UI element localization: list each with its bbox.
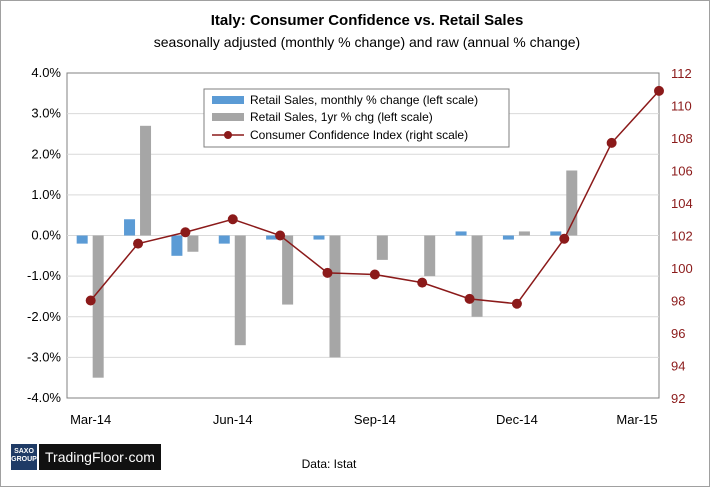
- source-note: Data: Istat: [302, 457, 357, 471]
- bar-monthly-Jun-14: [218, 235, 230, 244]
- legend-label-annual: Retail Sales, 1yr % chg (left scale): [250, 110, 433, 124]
- legend-swatch-monthly: [212, 96, 244, 104]
- bar-annual-Apr-14: [140, 125, 152, 236]
- confidence-point-Aug-14: [322, 267, 333, 278]
- chart-title: Italy: Consumer Confidence vs. Retail Sa…: [211, 12, 524, 29]
- y-right-tick-label: 104: [671, 196, 693, 211]
- confidence-point-Jun-14: [227, 214, 238, 225]
- y-right-tick-label: 110: [671, 99, 692, 114]
- y-right-tick-label: 96: [671, 326, 685, 341]
- y-right-tick-label: 102: [671, 229, 693, 244]
- confidence-point-Nov-14: [464, 293, 475, 304]
- x-tick-label: Mar-15: [616, 412, 657, 427]
- y-right-tick-label: 106: [671, 164, 693, 179]
- legend-marker-confidence: [224, 131, 232, 139]
- bar-monthly-Jul-14: [266, 235, 278, 240]
- confidence-point-Oct-14: [417, 277, 428, 288]
- bar-annual-Nov-14: [471, 235, 483, 317]
- y-right-tick-label: 94: [671, 359, 685, 374]
- y-left-tick-label: 0.0%: [31, 228, 61, 243]
- confidence-point-May-14: [180, 227, 191, 238]
- y-left-tick-label: -4.0%: [27, 390, 61, 405]
- x-tick-label: Jun-14: [213, 412, 253, 427]
- bar-monthly-Aug-14: [313, 235, 325, 240]
- bar-monthly-Nov-14: [455, 231, 467, 236]
- tradingfloor-wordmark: TradingFloor·com: [37, 444, 161, 470]
- legend-label-confidence: Consumer Confidence Index (right scale): [250, 128, 468, 142]
- bar-monthly-Mar-14: [76, 235, 88, 244]
- y-right-tick-label: 100: [671, 261, 693, 276]
- y-right-tick-label: 98: [671, 294, 685, 309]
- y-left-tick-label: 2.0%: [31, 146, 61, 161]
- legend-swatch-annual: [212, 113, 244, 121]
- y-right-tick-label: 92: [671, 391, 685, 406]
- y-left-tick-label: 1.0%: [31, 187, 61, 202]
- confidence-point-Jul-14: [275, 230, 286, 241]
- bar-annual-Jan-15: [566, 170, 578, 236]
- bar-annual-Jul-14: [282, 235, 294, 305]
- legend-label-monthly: Retail Sales, monthly % change (left sca…: [250, 93, 478, 107]
- bar-annual-Aug-14: [329, 235, 341, 358]
- bar-monthly-Apr-14: [124, 219, 136, 236]
- y-right-tick-label: 112: [671, 66, 692, 81]
- y-left-tick-label: -1.0%: [27, 268, 61, 283]
- legend-box: [203, 88, 510, 148]
- bar-annual-May-14: [187, 235, 199, 252]
- bar-annual-Mar-14: [92, 235, 104, 378]
- bar-monthly-Jan-15: [550, 231, 562, 236]
- tradingfloor-logo: SAXO GROUP TradingFloor·com: [11, 444, 161, 470]
- x-tick-label: Sep-14: [354, 412, 396, 427]
- y-left-tick-label: -2.0%: [27, 309, 61, 324]
- y-left-tick-label: 4.0%: [31, 65, 61, 80]
- x-tick-label: Dec-14: [496, 412, 538, 427]
- saxo-group-badge: SAXO GROUP: [11, 444, 37, 470]
- confidence-point-Mar-15: [654, 85, 664, 96]
- x-tick-label: Mar-14: [70, 412, 111, 427]
- saxo-badge-line2: GROUP: [11, 456, 37, 463]
- confidence-point-Sep-14: [369, 269, 380, 280]
- legend: Retail Sales, monthly % change (left sca…: [203, 88, 510, 148]
- y-left-tick-label: 3.0%: [31, 106, 61, 121]
- confidence-point-Feb-15: [606, 137, 617, 148]
- confidence-point-Mar-14: [85, 295, 96, 306]
- bar-annual-Oct-14: [424, 235, 436, 277]
- chart-subtitle: seasonally adjusted (monthly % change) a…: [154, 34, 580, 50]
- bar-annual-Sep-14: [376, 235, 388, 260]
- confidence-point-Apr-14: [133, 238, 144, 249]
- y-right-tick-label: 108: [671, 131, 693, 146]
- y-left-tick-label: -3.0%: [27, 349, 61, 364]
- bar-annual-Jun-14: [234, 235, 246, 346]
- bar-monthly-May-14: [171, 235, 183, 256]
- bar-monthly-Dec-14: [502, 235, 514, 240]
- confidence-point-Dec-14: [511, 298, 522, 309]
- confidence-point-Jan-15: [559, 233, 570, 244]
- saxo-badge-line1: SAXO: [14, 448, 34, 455]
- bar-annual-Dec-14: [518, 231, 530, 236]
